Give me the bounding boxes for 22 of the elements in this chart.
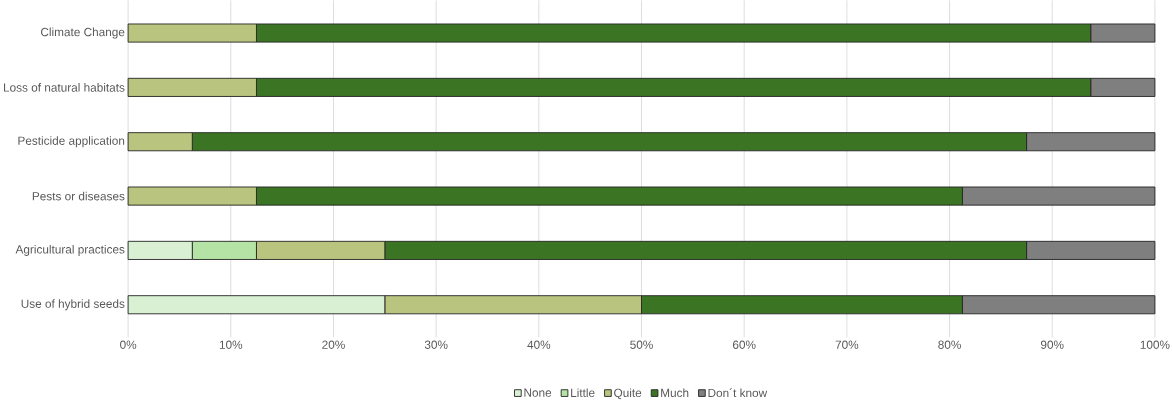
- x-tick-label: 90%: [1040, 340, 1064, 349]
- y-tick-label: Use of hybrid seeds: [21, 299, 125, 311]
- x-tick-label: 100%: [1140, 340, 1170, 349]
- x-tick-label: 10%: [219, 340, 243, 349]
- legend-label: Much: [661, 388, 689, 398]
- x-tick-label: 70%: [835, 340, 859, 349]
- y-tick-label: Agricultural practices: [15, 244, 125, 256]
- y-tick-label: Pests or diseases: [32, 191, 125, 201]
- y-tick-label: Climate Change: [41, 27, 125, 39]
- legend-label: Little: [571, 388, 595, 398]
- x-tick-label: 30%: [424, 340, 448, 349]
- y-tick-label: Loss of natural habitats: [4, 83, 125, 92]
- legend-label: Don´t know: [708, 388, 768, 398]
- x-tick-label: 80%: [938, 340, 961, 349]
- x-tick-label: 0%: [120, 340, 137, 349]
- x-tick-label: 40%: [527, 340, 551, 349]
- x-tick-label: 50%: [630, 340, 653, 349]
- legend-label: None: [524, 388, 552, 397]
- x-tick-label: 60%: [732, 340, 756, 349]
- x-tick-label: 20%: [322, 340, 345, 349]
- y-tick-label: Pesticide application: [18, 136, 125, 148]
- legend-label: Quite: [614, 388, 642, 400]
